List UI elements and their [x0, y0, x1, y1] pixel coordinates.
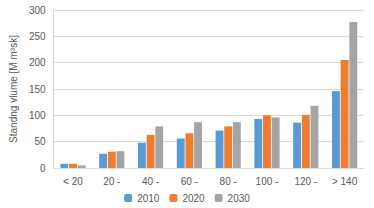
svg-text:2020: 2020: [182, 193, 205, 204]
svg-text:60 -: 60 -: [181, 176, 198, 187]
svg-text:> 140: > 140: [332, 176, 358, 187]
svg-text:100 -: 100 -: [256, 176, 279, 187]
svg-text:120 -: 120 -: [294, 176, 317, 187]
svg-text:80 -: 80 -: [220, 176, 237, 187]
svg-text:40 -: 40 -: [142, 176, 159, 187]
svg-text:2010: 2010: [137, 193, 160, 204]
svg-text:150: 150: [29, 84, 46, 95]
svg-text:100: 100: [29, 110, 46, 121]
svg-text:50: 50: [34, 136, 46, 147]
svg-text:0: 0: [40, 163, 46, 174]
svg-text:2030: 2030: [228, 193, 251, 204]
svg-text:Standng vlume [M m³sk]: Standng vlume [M m³sk]: [8, 35, 19, 143]
svg-text:200: 200: [29, 57, 46, 68]
svg-text:300: 300: [29, 5, 46, 16]
svg-text:20 -: 20 -: [103, 176, 120, 187]
svg-text:250: 250: [29, 31, 46, 42]
svg-text:< 20: < 20: [63, 176, 83, 187]
